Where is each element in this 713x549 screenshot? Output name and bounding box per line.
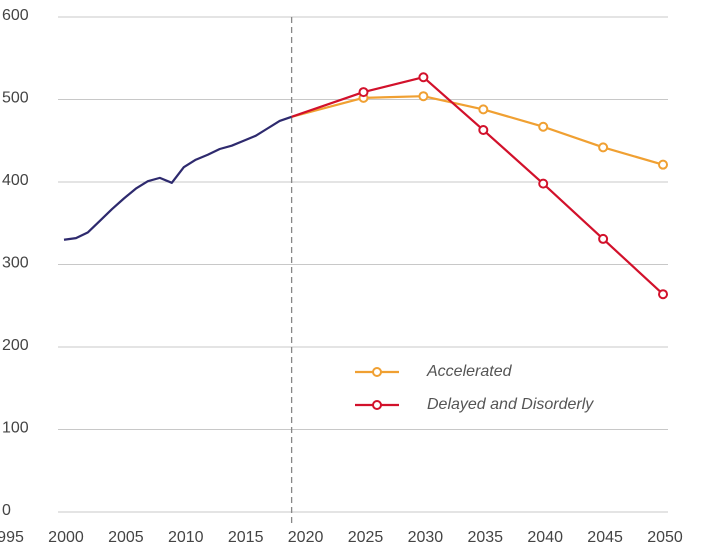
- y-tick-label: 100: [2, 420, 29, 437]
- point-marker: [478, 125, 489, 136]
- y-tick-label: 400: [2, 172, 29, 189]
- y-tick-label: 300: [2, 255, 29, 272]
- x-tick-label: 2045: [587, 529, 623, 546]
- legend-marker: [372, 400, 382, 410]
- y-tick-label: 600: [2, 7, 29, 24]
- x-tick-label: 2015: [228, 529, 264, 546]
- point-marker: [418, 72, 429, 83]
- x-tick-label: 2040: [527, 529, 563, 546]
- x-tick-label: 2010: [168, 529, 204, 546]
- point-marker: [538, 178, 549, 189]
- y-tick-label: 500: [2, 90, 29, 107]
- x-tick-label: 2000: [48, 529, 84, 546]
- x-tick-label: 2025: [348, 529, 384, 546]
- legend-marker: [372, 367, 382, 377]
- legend-label: Delayed and Disorderly: [427, 396, 594, 413]
- x-tick-label: 2050: [647, 529, 683, 546]
- point-marker: [658, 159, 669, 170]
- x-tick-label: 1995: [0, 529, 24, 546]
- x-tick-label: 2030: [408, 529, 444, 546]
- point-marker: [598, 142, 609, 153]
- point-marker: [658, 289, 669, 300]
- point-marker: [538, 121, 549, 132]
- y-tick-label: 0: [2, 502, 11, 519]
- y-tick-label: 200: [2, 337, 29, 354]
- point-marker: [598, 233, 609, 244]
- x-tick-label: 2020: [288, 529, 324, 546]
- x-tick-label: 2035: [467, 529, 503, 546]
- legend-label: Accelerated: [426, 363, 513, 380]
- series-line: [291, 95, 664, 166]
- series-line: [63, 115, 292, 241]
- point-marker: [418, 91, 429, 102]
- legend: Accelerated Delayed and Disorderly: [355, 363, 594, 413]
- x-tick-label: 2005: [108, 529, 144, 546]
- point-marker: [478, 104, 489, 115]
- series-line: [291, 76, 664, 296]
- point-marker: [358, 87, 369, 98]
